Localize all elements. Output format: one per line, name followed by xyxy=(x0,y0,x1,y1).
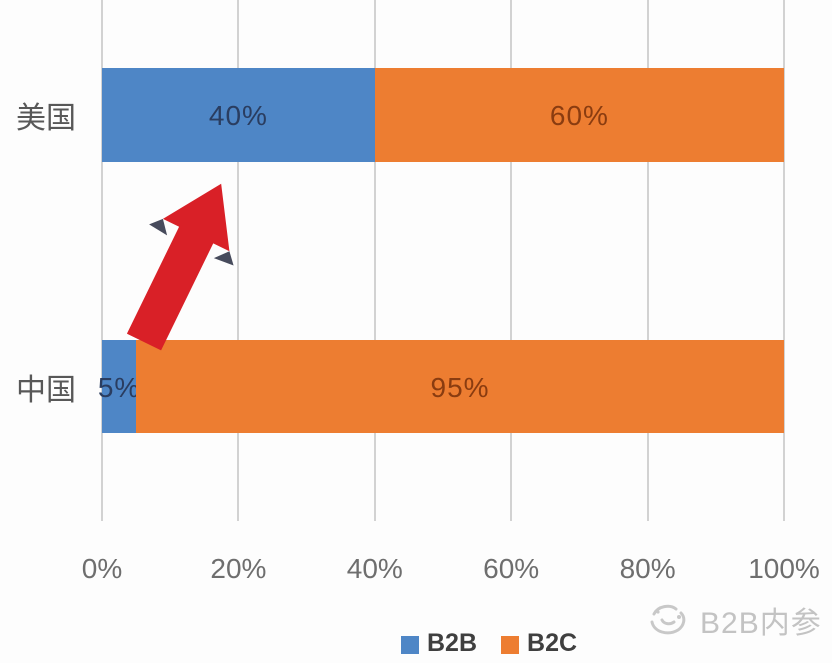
axis-tick-label: 60% xyxy=(483,553,540,584)
gridline xyxy=(646,0,649,521)
axis-tick-label: 0% xyxy=(81,553,123,584)
legend: B2B B2C xyxy=(401,629,577,658)
category-label: 美国 xyxy=(16,102,76,135)
legend-label: B2C xyxy=(527,629,578,657)
bar-segment-b2c-0 xyxy=(374,68,784,162)
legend-label: B2B xyxy=(427,629,478,657)
gridline xyxy=(237,0,240,521)
axis-tick-label: 80% xyxy=(619,553,676,584)
axis-tick-label: 40% xyxy=(346,553,403,584)
gridline xyxy=(101,0,103,521)
legend-swatch-icon xyxy=(501,636,520,654)
axis-tick-label: 20% xyxy=(210,553,267,584)
bar-segment-b2b-0 xyxy=(102,68,375,162)
gridline xyxy=(510,0,513,521)
bar-segment-b2b-1 xyxy=(102,340,137,433)
data-label: 40% xyxy=(208,100,268,131)
data-label: 95% xyxy=(430,371,490,403)
axis-tick-label: 100% xyxy=(748,553,820,584)
watermark-text: B2B内参 xyxy=(700,607,822,640)
bar-segment-b2c-1 xyxy=(136,340,784,433)
data-label: 5% xyxy=(97,371,141,403)
watermark-logo-icon xyxy=(650,604,686,635)
watermark: B2B内参 xyxy=(648,598,822,642)
gridline xyxy=(783,0,785,521)
data-label: 60% xyxy=(549,100,609,131)
legend-swatch-icon xyxy=(401,636,419,654)
legend-item-b2b: B2B xyxy=(401,629,477,658)
legend-item-b2c: B2C xyxy=(501,629,577,658)
category-label: 中国 xyxy=(16,373,76,407)
gridline xyxy=(373,0,376,521)
